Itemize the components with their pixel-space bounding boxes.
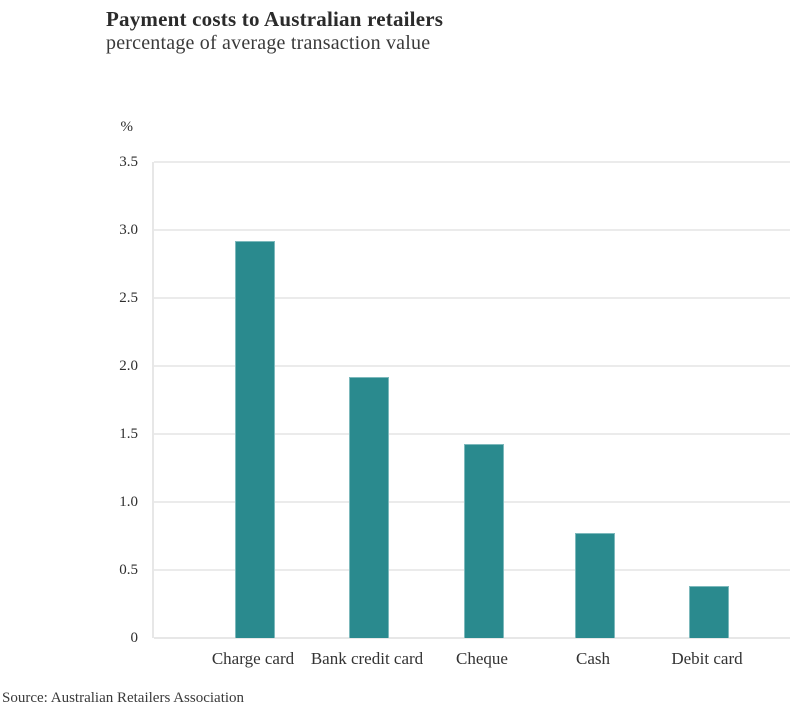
gridline — [154, 161, 790, 163]
y-tick-label: 1.0 — [119, 494, 138, 510]
gridline — [154, 297, 790, 299]
y-tick-label: 2.0 — [119, 358, 138, 374]
source-note: Source: Australian Retailers Association — [2, 690, 245, 706]
x-category-label: Bank credit card — [310, 649, 424, 668]
bar-cash — [575, 533, 615, 638]
chart-title: Payment costs to Australian retailers — [106, 7, 444, 31]
y-tick-label: 0 — [130, 630, 139, 646]
bar-cheque — [464, 444, 504, 638]
y-tick-label: 3.0 — [119, 222, 138, 238]
gridline — [154, 433, 790, 435]
bar-charge-card — [235, 241, 275, 638]
chart-subtitle: percentage of average transaction value — [106, 32, 431, 54]
bar-bank-credit-card — [349, 377, 389, 638]
y-tick-label: 0.5 — [119, 562, 138, 578]
y-tick-label: 1.5 — [119, 426, 138, 442]
gridline — [154, 365, 790, 367]
y-tick-label: 3.5 — [119, 154, 138, 170]
x-category-label: Debit card — [671, 649, 743, 668]
x-category-label: Charge card — [211, 649, 295, 668]
gridline — [154, 229, 790, 231]
x-category-label: Cash — [576, 649, 610, 668]
y-axis-unit-label: % — [120, 119, 134, 135]
y-tick-label: 2.5 — [119, 290, 138, 306]
bar-debit-card — [689, 586, 729, 638]
gridline — [154, 637, 790, 639]
x-category-label: Cheque — [456, 649, 508, 668]
plot-area — [152, 161, 790, 639]
